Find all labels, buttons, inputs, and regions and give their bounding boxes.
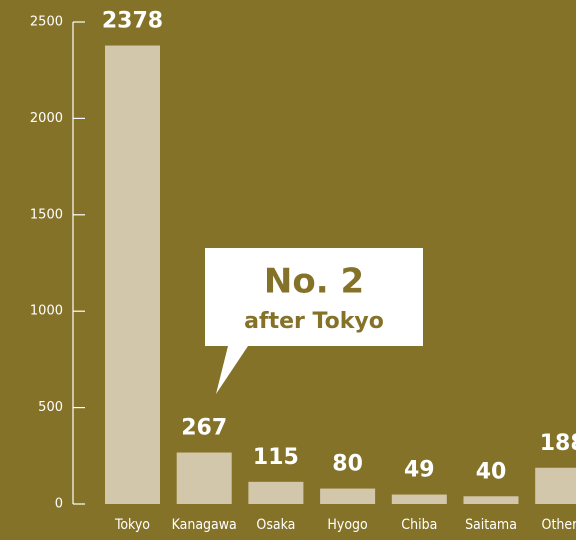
value-label: 115: [253, 445, 299, 470]
value-label: 80: [332, 452, 363, 477]
bar: [535, 467, 576, 504]
x-tick-label: Others: [542, 517, 576, 533]
callout-title: No. 2: [264, 262, 364, 302]
x-tick-label: Hyogo: [327, 517, 368, 533]
y-tick-label: 2500: [30, 15, 63, 30]
x-tick-label: Osaka: [256, 517, 295, 533]
bar: [176, 452, 232, 504]
y-tick-label: 2000: [30, 111, 63, 126]
value-label: 49: [404, 458, 435, 483]
x-tick-label: Kanagawa: [172, 517, 237, 533]
value-label: 40: [476, 459, 507, 484]
bar: [105, 45, 160, 504]
y-tick-label: 1500: [30, 207, 63, 222]
value-label: 267: [181, 416, 227, 441]
y-tick-label: 1000: [30, 304, 63, 319]
callout-box: [205, 248, 423, 394]
bar: [391, 494, 447, 504]
value-label: 188: [540, 431, 576, 456]
bar: [248, 481, 304, 504]
y-tick-label: 0: [55, 497, 63, 512]
callout: No. 2 after Tokyo: [205, 248, 423, 394]
y-tick-label: 500: [38, 400, 63, 415]
bar: [463, 496, 519, 504]
value-label: 2378: [102, 9, 163, 34]
x-tick-label: Chiba: [401, 517, 437, 533]
callout-text: after Tokyo: [244, 309, 384, 334]
x-tick-label: Tokyo: [114, 517, 150, 533]
x-tick-label: Saitama: [465, 517, 517, 533]
bar: [320, 488, 376, 504]
